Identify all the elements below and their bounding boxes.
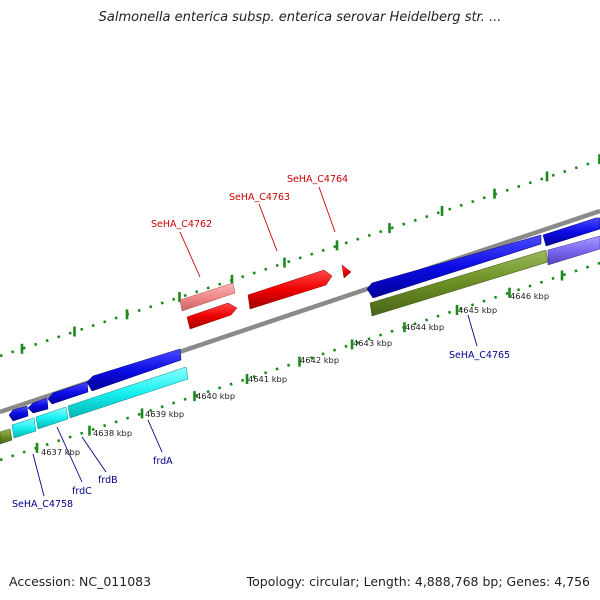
label-leaders [32, 186, 478, 497]
gene-blue-left-1-feature[interactable] [86, 348, 182, 392]
gene-olive-left-feature[interactable] [0, 428, 13, 445]
gene-SeHA_C4763-feature[interactable] [186, 302, 238, 330]
gene-label-SeHA_C4763[interactable]: SeHA_C4763 [229, 192, 290, 203]
kbp-label: 4643 kbp [353, 338, 392, 348]
leader-SeHA_C4764 [318, 186, 336, 233]
gene-frdA-feature[interactable] [67, 366, 189, 419]
leader-frdA [147, 419, 163, 453]
gene-label-SeHA_C4765[interactable]: SeHA_C4765 [449, 350, 510, 361]
feature-track [0, 217, 600, 445]
gene-label-frdC[interactable]: frdC [72, 486, 92, 497]
leader-SeHA_C4763 [258, 203, 278, 252]
major-ticks [20, 154, 600, 453]
gene-blue-left-4-feature[interactable] [8, 405, 29, 422]
kbp-label: 4639 kbp [145, 409, 184, 419]
leader-SeHA_C4762 [179, 231, 201, 278]
gene-label-SeHA_C4762[interactable]: SeHA_C4762 [151, 219, 212, 230]
accession-text: Accession: NC_011083 [9, 574, 152, 589]
gene-frdC-feature[interactable] [11, 417, 37, 439]
kbp-label: 4646 kbp [510, 291, 549, 301]
upper-tick-guide [0, 158, 600, 358]
gene-blue-left-3-feature[interactable] [27, 397, 49, 414]
gene-lavender-right-feature[interactable] [547, 235, 600, 266]
kbp-label: 4641 kbp [248, 374, 287, 384]
gene-frdB-feature[interactable] [35, 406, 69, 430]
gene-label-SeHA_C4758[interactable]: SeHA_C4758 [12, 499, 73, 510]
kbp-label: 4637 kbp [41, 447, 80, 457]
kbp-labels: 4637 kbp 4638 kbp 4639 kbp 4640 kbp 4641… [41, 291, 549, 457]
map-title: Salmonella enterica subsp. enterica sero… [98, 10, 502, 25]
gene-labels: SeHA_C4762 SeHA_C4763 SeHA_C4764 SeHA_C4… [12, 174, 510, 510]
kbp-label: 4640 kbp [196, 391, 235, 401]
kbp-label: 4642 kbp [300, 355, 339, 365]
gene-SeHA_C4762-feature[interactable] [179, 282, 236, 312]
gene-blue-right-2-feature[interactable] [542, 217, 600, 247]
gene-label-frdB[interactable]: frdB [98, 475, 118, 486]
kbp-label: 4638 kbp [93, 428, 132, 438]
gene-blue-left-2-feature[interactable] [47, 381, 89, 405]
gene-label-frdA[interactable]: frdA [153, 456, 173, 467]
kbp-label: 4645 kbp [458, 305, 497, 315]
gene-SeHA_C4764-feature[interactable] [247, 269, 333, 310]
gene-small-red-feature[interactable] [341, 264, 352, 279]
leader-SeHA_C4758 [32, 453, 45, 497]
gene-label-SeHA_C4764[interactable]: SeHA_C4764 [287, 174, 348, 185]
leader-frdB [81, 436, 107, 473]
kbp-label: 4644 kbp [405, 322, 444, 332]
leader-frdC [56, 426, 83, 483]
leader-SeHA_C4765 [467, 314, 478, 347]
topology-text: Topology: circular; Length: 4,888,768 bp… [246, 574, 590, 589]
gene-blue-right-1-feature[interactable] [366, 234, 542, 299]
